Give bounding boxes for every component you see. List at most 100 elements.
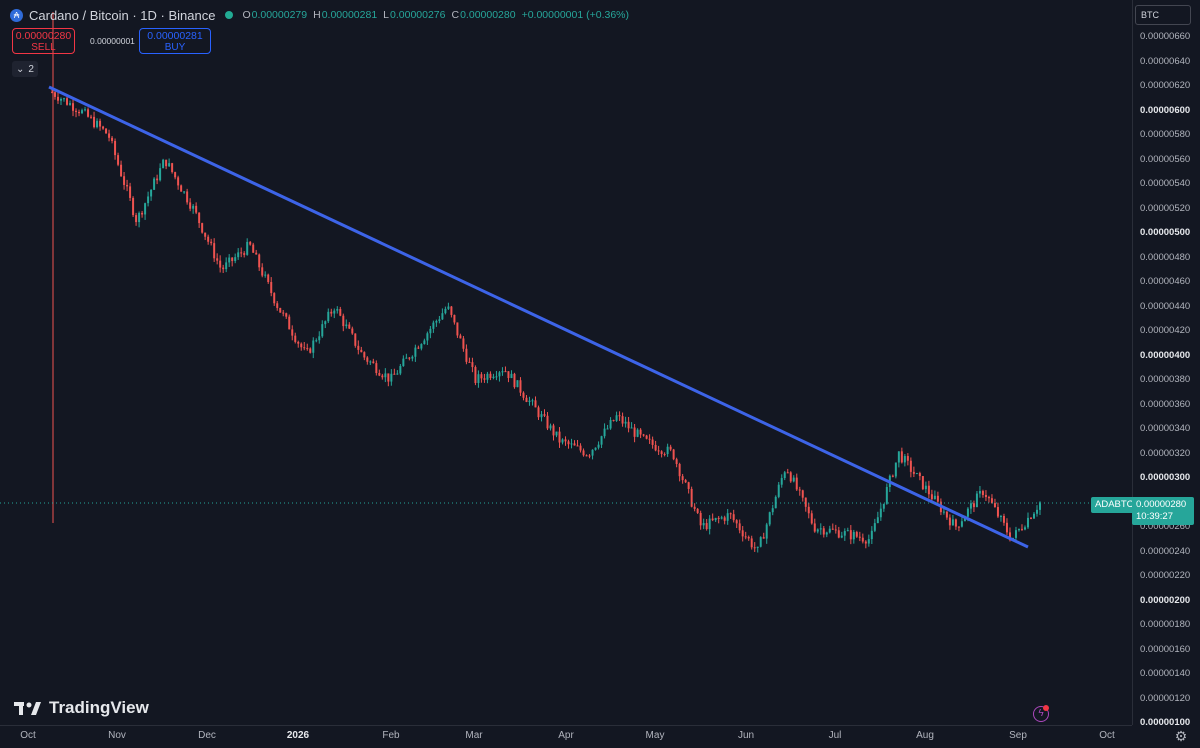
candle: [216, 253, 219, 265]
candle: [342, 313, 345, 332]
candle: [633, 424, 636, 443]
candle: [81, 108, 84, 115]
candle: [75, 108, 78, 118]
candle: [138, 211, 141, 228]
candle: [957, 526, 960, 532]
candle: [786, 468, 789, 474]
gear-icon[interactable]: ⚙: [1174, 728, 1188, 744]
candle: [309, 347, 312, 354]
candle: [96, 118, 99, 129]
candle: [594, 447, 597, 451]
candle: [759, 536, 762, 548]
candle: [162, 158, 165, 169]
candle: [876, 511, 879, 524]
lightning-icon[interactable]: ϟ: [1033, 706, 1049, 722]
price-tick-label: 0.00000600: [1140, 104, 1191, 116]
candle: [909, 457, 912, 478]
candle: [645, 434, 648, 440]
candle: [189, 198, 192, 212]
candle: [651, 436, 654, 449]
candle: [174, 171, 177, 180]
candle: [741, 526, 744, 542]
candle: [294, 332, 297, 344]
candle: [183, 191, 186, 194]
candle: [537, 405, 540, 420]
candle: [819, 523, 822, 535]
candle: [978, 486, 981, 498]
candle: [858, 531, 861, 542]
candle: [480, 372, 483, 383]
candle: [918, 471, 921, 481]
indicators-toggle-button[interactable]: ⌄ 2: [12, 61, 38, 77]
candle: [285, 312, 288, 319]
candle: [72, 98, 75, 117]
price-tick-label: 0.00000580: [1140, 129, 1191, 140]
candle: [150, 189, 153, 201]
tradingview-logo[interactable]: TradingView: [14, 698, 149, 718]
bar-countdown: 10:39:27: [1136, 511, 1173, 522]
time-axis[interactable]: [0, 725, 1132, 748]
candle: [345, 319, 348, 329]
candle: [780, 474, 783, 488]
candle: [762, 532, 765, 539]
candle: [936, 491, 939, 503]
candle: [657, 445, 660, 455]
candle: [111, 136, 114, 144]
currency-selector[interactable]: BTC: [1135, 5, 1191, 25]
symbol-title[interactable]: Cardano / Bitcoin · 1D · Binance: [29, 7, 216, 23]
candle: [573, 440, 576, 446]
candle: [846, 527, 849, 532]
candle: [756, 546, 759, 553]
candle: [255, 249, 258, 255]
candle: [867, 534, 870, 547]
candle: [894, 462, 897, 479]
price-change: +0.00000001 (+0.36%): [521, 9, 629, 21]
candle: [612, 419, 615, 422]
candle: [234, 253, 237, 264]
candle: [510, 370, 513, 379]
candle: [195, 202, 198, 215]
candle: [564, 436, 567, 446]
candle: [777, 481, 780, 499]
candle: [348, 322, 351, 330]
candle: [558, 427, 561, 448]
trendline[interactable]: [48, 85, 1029, 549]
time-tick-label: May: [645, 730, 665, 741]
candle: [201, 222, 204, 234]
candle: [303, 342, 306, 351]
candle: [321, 320, 324, 338]
candle: [516, 380, 519, 388]
candle: [903, 454, 906, 467]
candlestick-chart[interactable]: [0, 0, 1132, 725]
candle: [339, 306, 342, 317]
candle: [240, 247, 243, 258]
candle: [531, 398, 534, 406]
last-price-label: 0.00000280 10:39:27: [1132, 497, 1194, 525]
candle: [669, 444, 672, 452]
candle: [915, 472, 918, 475]
candle: [456, 322, 459, 338]
buy-button[interactable]: 0.00000281 BUY: [139, 28, 211, 54]
candle: [618, 411, 621, 421]
price-axis[interactable]: [1132, 0, 1200, 725]
chevron-down-icon: ⌄: [16, 63, 25, 75]
candle: [279, 307, 282, 313]
candle: [120, 160, 123, 177]
candle: [882, 503, 885, 512]
candle: [63, 97, 66, 102]
candle: [408, 356, 411, 361]
candle: [834, 524, 837, 534]
time-tick-label: Oct: [1099, 730, 1115, 741]
candle: [243, 251, 246, 258]
candle: [1026, 512, 1029, 529]
candle: [300, 342, 303, 351]
candle: [648, 434, 651, 444]
candle: [381, 373, 384, 380]
candle: [465, 344, 468, 365]
sell-button[interactable]: 0.00000280 SELL: [12, 28, 75, 54]
candles: [51, 89, 1041, 553]
candle: [807, 502, 810, 519]
candle: [336, 306, 339, 314]
candle: [849, 525, 852, 545]
chart-pane[interactable]: [0, 0, 1132, 725]
